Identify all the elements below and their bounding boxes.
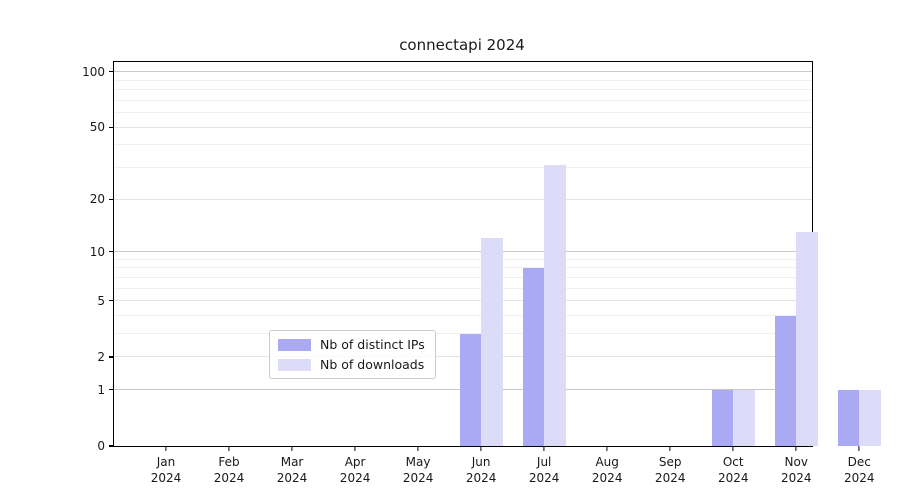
y-tick-label: 100 (82, 64, 105, 79)
gridline (114, 287, 812, 289)
x-tick-label: Jun 2024 (465, 455, 497, 485)
bar-downloads-jun (481, 238, 503, 446)
y-tick-mark (109, 126, 114, 128)
chart-title: connectapi 2024 (399, 36, 525, 54)
legend-row: Nb of downloads (278, 357, 425, 372)
legend-swatch-downloads (278, 358, 311, 371)
x-tick-mark (606, 446, 608, 451)
x-tick-label: Aug 2024 (591, 455, 623, 485)
gridline (114, 251, 812, 253)
y-tick-label: 1 (97, 382, 105, 397)
x-tick-label: May 2024 (402, 455, 434, 485)
x-tick-mark (543, 446, 545, 451)
bar-distinct-ips-jul (522, 267, 545, 446)
y-tick-mark (109, 71, 114, 73)
gridline (114, 89, 812, 91)
y-tick-mark (109, 445, 114, 447)
gridline (114, 99, 812, 101)
gridline (114, 267, 812, 269)
bar-distinct-ips-nov (774, 315, 797, 446)
x-tick-mark (165, 446, 167, 451)
x-tick-label: Mar 2024 (276, 455, 308, 485)
legend-swatch-distinct-ips (278, 338, 311, 351)
bar-distinct-ips-dec (837, 389, 860, 446)
bar-downloads-dec (859, 389, 881, 446)
y-tick-label: 20 (89, 192, 105, 207)
plot-area: 0 1 2 5 10 20 50 100 Jan 2024 Feb 2024 Mar 2024 Apr 202… (82, 61, 881, 485)
bar-downloads-oct (733, 389, 755, 446)
bar-distinct-ips-oct (711, 389, 734, 446)
y-tick-label: 50 (89, 120, 105, 135)
x-tick-label: Apr 2024 (339, 455, 371, 485)
gridline (114, 144, 812, 146)
gridline (114, 258, 812, 260)
x-tick-label: Jul 2024 (528, 455, 560, 485)
y-tick-label: 0 (97, 439, 105, 453)
x-tick-mark (732, 446, 734, 451)
gridline (114, 126, 812, 128)
x-tick-label: Sep 2024 (654, 455, 686, 485)
x-tick-mark (858, 446, 860, 451)
x-tick-mark (669, 446, 671, 451)
legend-row: Nb of distinct IPs (278, 337, 425, 352)
y-tick-mark (109, 251, 114, 253)
gridline (114, 167, 812, 169)
x-tick-label: Nov 2024 (780, 455, 812, 485)
gridline (114, 198, 812, 200)
legend: Nb of distinct IPs Nb of downloads (269, 330, 436, 379)
x-tick-mark (795, 446, 797, 451)
x-tick-mark (354, 446, 356, 451)
gridline (114, 71, 812, 73)
x-tick-label: Oct 2024 (717, 455, 749, 485)
legend-label: Nb of distinct IPs (320, 337, 425, 352)
gridline (114, 300, 812, 302)
x-tick-label: Dec 2024 (844, 455, 875, 485)
gridline (114, 79, 812, 81)
gridline (114, 276, 812, 278)
y-tick-label: 10 (89, 244, 105, 259)
y-tick-label: 2 (97, 349, 105, 364)
bar-downloads-jul (544, 165, 566, 446)
y-tick-mark (109, 300, 114, 302)
x-tick-mark (291, 446, 293, 451)
x-tick-mark (228, 446, 230, 451)
gridline (114, 315, 812, 317)
gridline (114, 112, 812, 114)
legend-label: Nb of downloads (320, 357, 425, 372)
y-tick-mark (109, 356, 114, 358)
x-tick-mark (480, 446, 482, 451)
x-tick-label: Feb 2024 (213, 455, 245, 485)
y-tick-mark (109, 198, 114, 200)
y-tick-mark (109, 389, 114, 391)
y-tick-label: 5 (97, 293, 105, 308)
x-tick-mark (417, 446, 419, 451)
bar-distinct-ips-jun (459, 333, 482, 446)
bar-downloads-nov (796, 232, 818, 446)
x-tick-label: Jan 2024 (150, 455, 182, 485)
